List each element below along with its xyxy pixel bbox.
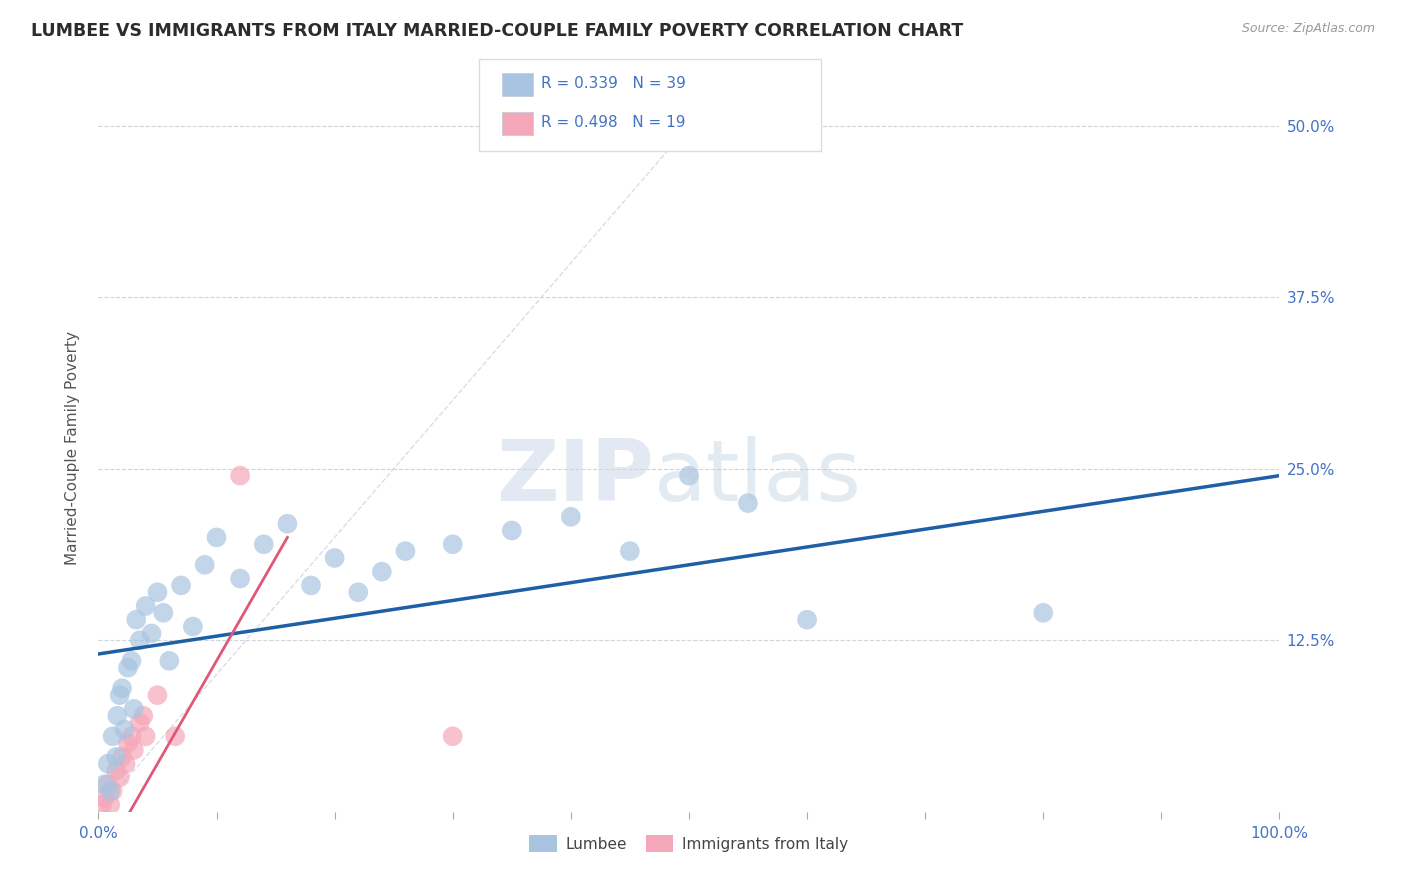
Point [117,736,139,750]
Text: LUMBEE VS IMMIGRANTS FROM ITALY MARRIED-COUPLE FAMILY POVERTY CORRELATION CHART: LUMBEE VS IMMIGRANTS FROM ITALY MARRIED-… [31,22,963,40]
Point [114,756,136,771]
Point [111,681,134,696]
Point [125,613,148,627]
Point [253,537,276,551]
Point [229,468,252,483]
Point [737,496,759,510]
Point [135,599,157,613]
Point [205,530,228,544]
Point [394,544,416,558]
Point [122,702,145,716]
Point [181,619,204,633]
Point [441,729,464,743]
Point [347,585,370,599]
Point [276,516,298,531]
Point [678,468,700,483]
Point [101,729,124,743]
Point [146,688,169,702]
Point [122,743,145,757]
Point [128,633,150,648]
Point [93,791,115,805]
Text: R = 0.339   N = 39: R = 0.339 N = 39 [541,77,686,91]
Point [796,613,818,627]
Point [619,544,641,558]
Point [141,626,163,640]
Point [98,784,121,798]
Point [101,784,124,798]
Point [560,509,582,524]
Point [371,565,394,579]
Y-axis label: Married-Couple Family Poverty: Married-Couple Family Poverty [65,331,80,566]
Text: Source: ZipAtlas.com: Source: ZipAtlas.com [1241,22,1375,36]
Point [121,729,143,743]
Text: ZIP: ZIP [496,436,654,519]
Point [97,777,120,791]
Point [501,524,523,538]
Point [1032,606,1054,620]
Point [128,715,150,730]
Point [170,578,193,592]
Point [323,551,346,566]
Point [93,777,115,791]
Point [111,749,134,764]
Point [194,558,217,572]
Point [108,771,131,785]
Text: R = 0.498   N = 19: R = 0.498 N = 19 [541,115,686,129]
Point [112,723,135,737]
Point [108,688,131,702]
Point [117,661,139,675]
Text: atlas: atlas [654,436,862,519]
Point [98,797,121,812]
Point [441,537,464,551]
Legend: Lumbee, Immigrants from Italy: Lumbee, Immigrants from Italy [523,829,855,859]
Point [152,606,174,620]
Point [97,756,120,771]
Point [121,654,143,668]
Point [299,578,322,592]
Point [146,585,169,599]
Point [132,708,155,723]
Point [105,708,128,723]
Point [105,764,128,778]
Point [157,654,180,668]
Point [91,797,114,812]
Point [229,572,252,586]
Point [105,749,128,764]
Point [165,729,187,743]
Point [135,729,157,743]
